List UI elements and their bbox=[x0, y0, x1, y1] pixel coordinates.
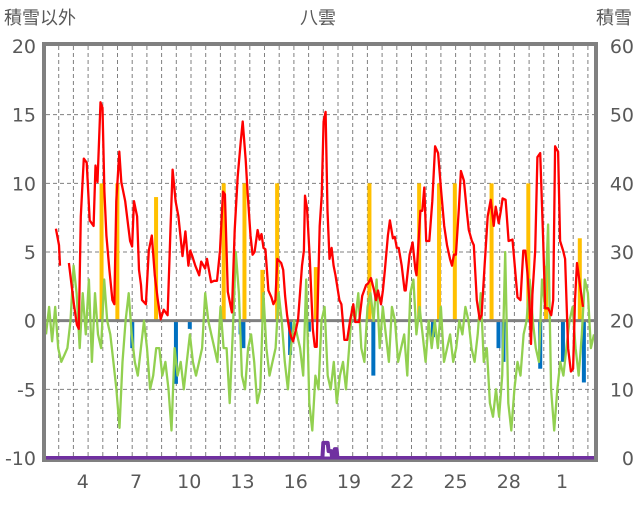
green-line bbox=[44, 223, 596, 432]
right-tick-label: 60 bbox=[610, 36, 634, 58]
blue-bar bbox=[560, 320, 565, 362]
x-tick-label: 1 bbox=[556, 471, 568, 493]
blue-bar bbox=[187, 320, 192, 329]
orange-bar bbox=[452, 183, 457, 321]
left-axis-title: 積雪以外 bbox=[4, 8, 76, 29]
right-tick-label: 10 bbox=[610, 379, 634, 401]
left-tick-label: 15 bbox=[12, 105, 36, 127]
orange-bar bbox=[489, 183, 494, 321]
left-tick-label: -5 bbox=[17, 379, 36, 401]
series-lines bbox=[44, 101, 596, 460]
right-tick-label: 0 bbox=[622, 448, 634, 470]
orange-bar bbox=[154, 197, 159, 321]
right-axis-title: 積雪 bbox=[596, 8, 632, 29]
x-tick-label: 25 bbox=[443, 471, 467, 493]
orange-bar bbox=[437, 183, 442, 321]
blue-bar bbox=[496, 320, 501, 349]
purple-line bbox=[46, 440, 594, 460]
x-tick-label: 13 bbox=[230, 471, 254, 493]
blue-bar bbox=[581, 320, 586, 383]
bars bbox=[99, 183, 586, 384]
right-tick-label: 20 bbox=[610, 311, 634, 333]
plot-frame bbox=[42, 42, 598, 462]
left-tick-label: 10 bbox=[12, 173, 36, 195]
left-tick-label: -10 bbox=[5, 448, 36, 470]
orange-bar bbox=[242, 183, 247, 321]
orange-bar bbox=[367, 183, 372, 321]
x-tick-label: 7 bbox=[130, 471, 142, 493]
orange-bar bbox=[417, 183, 422, 321]
orange-bar bbox=[221, 183, 226, 321]
plot-border bbox=[42, 42, 598, 462]
right-tick-label: 40 bbox=[610, 173, 634, 195]
blue-bar bbox=[306, 320, 311, 332]
chart-title: 八雲 bbox=[300, 8, 336, 29]
left-tick-label: 5 bbox=[24, 242, 36, 264]
red-line bbox=[54, 101, 585, 373]
orange-bar bbox=[99, 183, 104, 321]
x-tick-label: 19 bbox=[337, 471, 361, 493]
blue-bar bbox=[241, 320, 246, 349]
left-tick-label: 0 bbox=[24, 311, 36, 333]
x-tick-label: 28 bbox=[497, 471, 521, 493]
blue-bar bbox=[288, 320, 293, 355]
orange-bar bbox=[115, 183, 120, 321]
x-tick-label: 4 bbox=[77, 471, 89, 493]
orange-bar bbox=[313, 267, 318, 321]
orange-bar bbox=[275, 183, 280, 321]
x-tick-label: 22 bbox=[390, 471, 414, 493]
x-tick-label: 10 bbox=[177, 471, 201, 493]
orange-bar bbox=[526, 183, 531, 321]
right-tick-label: 50 bbox=[610, 105, 634, 127]
right-tick-label: 30 bbox=[610, 242, 634, 264]
left-tick-label: 20 bbox=[12, 36, 36, 58]
blue-bar bbox=[371, 320, 376, 376]
x-tick-label: 16 bbox=[284, 471, 308, 493]
